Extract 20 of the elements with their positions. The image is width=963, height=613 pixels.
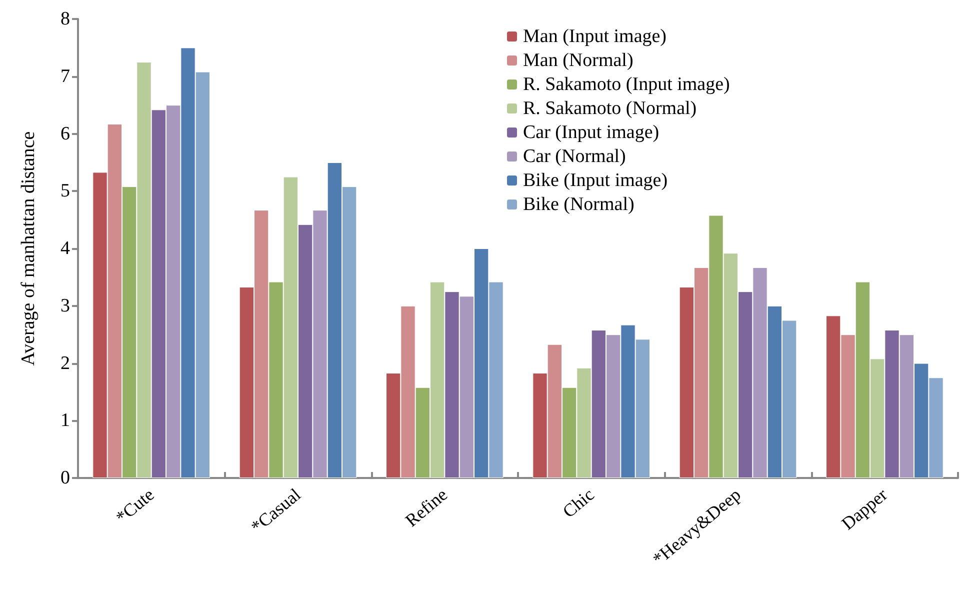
y-tick-label: 0 — [60, 468, 70, 488]
y-tick-label: 4 — [60, 238, 70, 259]
y-tick-label: 3 — [60, 295, 70, 316]
legend-label: Bike (Input image) — [523, 170, 668, 191]
y-axis-title: Average of manhattan distance — [18, 131, 39, 366]
legend-label: Car (Normal) — [523, 146, 626, 167]
legend-label: Car (Input image) — [523, 122, 660, 143]
y-tick-label: 7 — [60, 66, 70, 87]
y-tick-label: 8 — [60, 8, 70, 30]
legend-label: Man (Normal) — [523, 50, 634, 71]
legend-label: R. Sakamoto (Input image) — [523, 74, 730, 95]
y-tick-label: 1 — [60, 410, 70, 432]
x-tick-label: Chic — [558, 484, 598, 522]
legend-label: R. Sakamoto (Normal) — [523, 98, 697, 119]
y-tick-label: 2 — [60, 352, 70, 374]
x-tick-label: *Cute — [112, 484, 158, 528]
y-tick-label: 6 — [60, 123, 70, 144]
legend-label: Bike (Normal) — [523, 194, 634, 215]
y-tick-label: 5 — [60, 180, 70, 202]
legend-label: Man (Input image) — [523, 26, 667, 47]
